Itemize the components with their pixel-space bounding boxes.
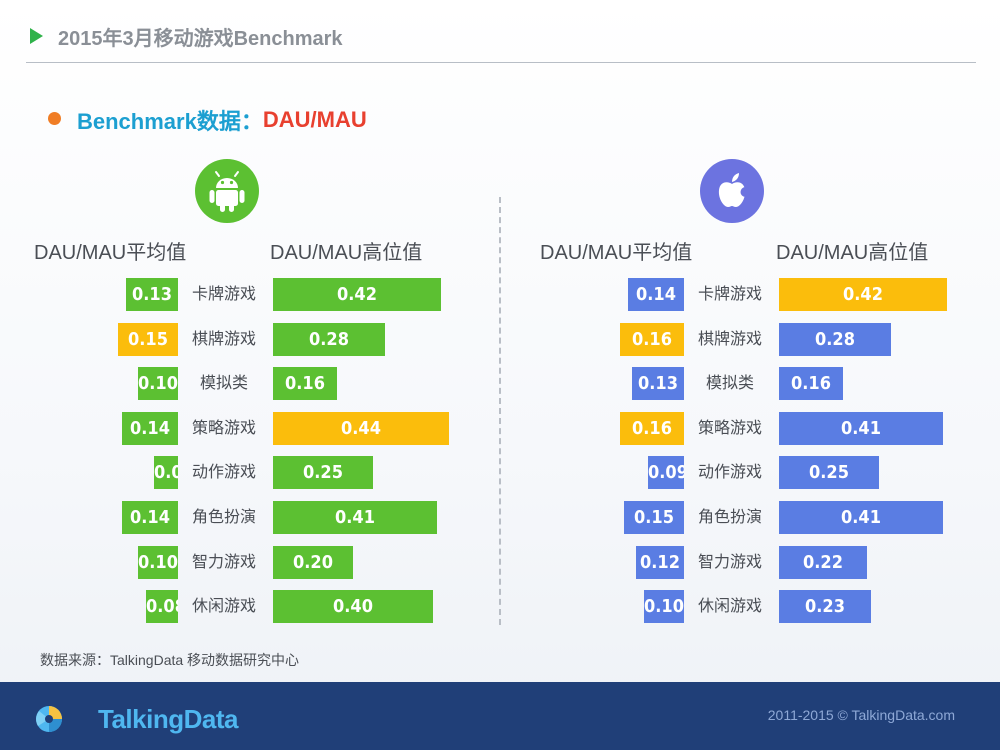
talkingdata-logo-icon	[36, 706, 62, 732]
android-avg-bar: 0.15	[118, 323, 178, 356]
ios-high-bar: 0.41	[779, 501, 943, 534]
ios-category-label: 策略游戏	[697, 420, 762, 437]
ios-category-label: 棋牌游戏	[697, 331, 762, 348]
ios-category-label: 卡牌游戏	[697, 286, 762, 303]
slide-header: 2015年3月移动游戏Benchmark	[0, 0, 1000, 64]
ios-high-bar: 0.16	[779, 367, 843, 400]
brand-name: TalkingData	[98, 704, 238, 734]
ios-avg-bar: 0.16	[620, 323, 684, 356]
section-heading: Benchmark数据：DAU/MAU	[48, 104, 367, 136]
android-avg-bar: 0.14	[122, 412, 178, 445]
android-category-label: 角色扮演	[191, 509, 256, 526]
android-avg-bar: 0.10	[138, 367, 178, 400]
copyright: 2011-2015 © TalkingData.com	[767, 707, 955, 723]
ios-avg-bar: 0.12	[636, 546, 684, 579]
android-category-label: 模拟类	[199, 375, 248, 392]
ios-high-bar: 0.41	[779, 412, 943, 445]
header-divider	[26, 62, 976, 63]
android-high-bar: 0.25	[273, 456, 373, 489]
android-icon	[195, 159, 259, 223]
android-avg-bar: 0.14	[122, 501, 178, 534]
slide-title: 2015年3月移动游戏Benchmark	[58, 28, 343, 50]
ios-high-bar: 0.25	[779, 456, 879, 489]
ios-high-bar: 0.23	[779, 590, 871, 623]
android-high-column-label: DAU/MAU高位值	[270, 242, 423, 264]
android-high-bar: 0.28	[273, 323, 385, 356]
ios-high-bar: 0.22	[779, 546, 867, 579]
android-high-bar: 0.42	[273, 278, 441, 311]
section-metric: DAU/MAU	[262, 107, 367, 132]
ios-avg-bar: 0.10	[644, 590, 684, 623]
android-category-label: 动作游戏	[191, 464, 256, 481]
android-high-bar: 0.44	[273, 412, 449, 445]
section-label: Benchmark数据：	[77, 109, 263, 134]
android-category-label: 策略游戏	[191, 420, 256, 437]
android-high-bar: 0.41	[273, 501, 437, 534]
android-category-label: 卡牌游戏	[191, 286, 256, 303]
ios-avg-bar: 0.15	[624, 501, 684, 534]
android-avg-column-label: DAU/MAU平均值	[34, 242, 187, 264]
ios-high-bar: 0.42	[779, 278, 947, 311]
ios-avg-bar: 0.13	[632, 367, 684, 400]
ios-category-label: 角色扮演	[697, 509, 762, 526]
android-avg-bar: 0.06	[154, 456, 178, 489]
ios-category-label: 模拟类	[705, 375, 754, 392]
bullet-dot-icon	[48, 111, 61, 125]
ios-avg-bar: 0.09	[648, 456, 684, 489]
android-avg-bar: 0.08	[146, 590, 178, 623]
ios-avg-bar: 0.16	[620, 412, 684, 445]
ios-category-label: 动作游戏	[697, 464, 762, 481]
android-category-label: 棋牌游戏	[191, 331, 256, 348]
ios-high-bar: 0.28	[779, 323, 891, 356]
platform-divider	[499, 197, 501, 625]
ios-avg-bar: 0.14	[628, 278, 684, 311]
play-triangle-icon	[30, 28, 43, 44]
ios-category-label: 休闲游戏	[697, 598, 762, 615]
footer-bar: TalkingData 2011-2015 © TalkingData.com	[0, 682, 1000, 750]
android-high-bar: 0.20	[273, 546, 353, 579]
android-high-bar: 0.16	[273, 367, 337, 400]
android-avg-bar: 0.13	[126, 278, 178, 311]
android-avg-bar: 0.10	[138, 546, 178, 579]
android-category-label: 智力游戏	[191, 554, 256, 571]
android-high-bar: 0.40	[273, 590, 433, 623]
data-source: 数据来源：TalkingData 移动数据研究中心	[40, 652, 300, 668]
apple-icon	[700, 159, 764, 223]
ios-avg-column-label: DAU/MAU平均值	[540, 242, 693, 264]
android-category-label: 休闲游戏	[191, 598, 256, 615]
ios-high-column-label: DAU/MAU高位值	[776, 242, 929, 264]
ios-category-label: 智力游戏	[697, 554, 762, 571]
